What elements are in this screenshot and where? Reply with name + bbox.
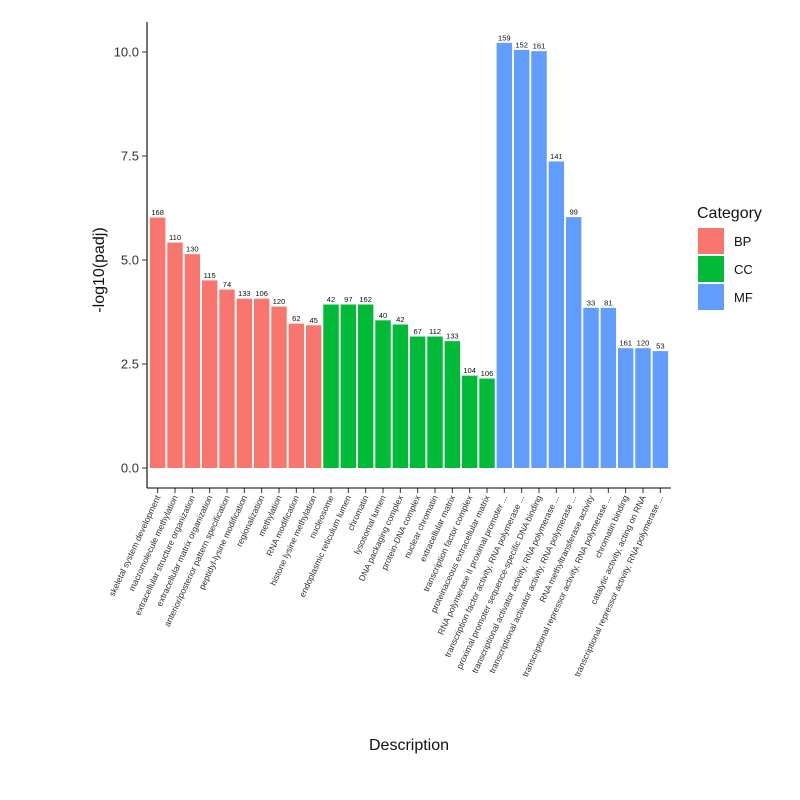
bar — [167, 242, 183, 468]
bar-count-label: 120 — [273, 297, 286, 306]
y-axis: 0.0 2.5 5.0 7.5 10.0 — [114, 22, 148, 488]
bar-count-label: 99 — [569, 208, 577, 217]
bar — [409, 336, 426, 468]
bar — [375, 320, 391, 468]
bar — [461, 375, 478, 468]
bar-count-label: 62 — [292, 314, 300, 323]
y-tick-label: 2.5 — [121, 357, 139, 372]
legend-swatch — [698, 256, 724, 282]
bar-count-labels: 168 110 130 115 74 133 106 120 62 45 42 97 162 40 42 67… — [151, 33, 664, 378]
legend-title: Category — [697, 205, 762, 222]
bar-count-label: 162 — [359, 295, 372, 304]
bar — [184, 254, 201, 468]
bar — [340, 304, 357, 468]
bar-count-label: 104 — [463, 366, 476, 375]
legend-label: BP — [734, 234, 751, 249]
bar-count-label: 161 — [619, 339, 632, 348]
bar-count-label: 130 — [186, 245, 199, 254]
y-axis-title: -log10(padj) — [91, 227, 108, 312]
bar — [513, 49, 530, 469]
y-tick-label: 0.0 — [121, 461, 139, 476]
x-axis: skeletal system developmentmacromolecule… — [107, 487, 671, 678]
bar — [236, 298, 253, 468]
y-tick-label: 10.0 — [114, 45, 139, 60]
bar — [548, 161, 565, 468]
bar-count-label: 152 — [515, 40, 528, 49]
bar — [444, 341, 461, 468]
legend-label: MF — [734, 290, 753, 305]
bar-count-label: 45 — [309, 316, 317, 325]
bar-count-label: 42 — [327, 295, 335, 304]
bar-count-label: 33 — [587, 298, 595, 307]
bar — [617, 348, 634, 468]
bar-count-label: 112 — [429, 327, 441, 336]
bar-count-label: 110 — [169, 233, 181, 242]
bar — [271, 306, 287, 468]
bar-count-label: 168 — [151, 208, 164, 217]
bars-layer — [149, 42, 669, 469]
bar-count-label: 106 — [255, 289, 268, 298]
bar-count-label: 74 — [223, 280, 231, 289]
bar-count-label: 161 — [533, 42, 546, 51]
x-axis-title: Description — [369, 737, 449, 754]
bar — [149, 217, 166, 468]
bar — [427, 336, 443, 468]
bar — [253, 298, 270, 468]
bar — [496, 42, 513, 468]
bar — [219, 289, 235, 468]
bar — [565, 217, 582, 468]
bar-count-label: 120 — [637, 339, 650, 348]
bar — [392, 324, 409, 468]
bar — [201, 280, 218, 468]
bar — [531, 51, 547, 469]
bar-count-label: 40 — [379, 311, 387, 320]
bar-count-label: 53 — [656, 342, 664, 351]
bar-count-label: 42 — [396, 315, 404, 324]
bar — [479, 378, 495, 468]
bar-count-label: 97 — [344, 295, 352, 304]
bar — [600, 307, 617, 468]
bar — [583, 307, 599, 468]
bar — [323, 304, 339, 468]
bar-count-label: 115 — [204, 271, 216, 280]
bar-count-label: 133 — [238, 289, 251, 298]
legend-swatch — [698, 228, 724, 254]
bar-count-label: 159 — [498, 33, 511, 42]
bar-count-label: 106 — [481, 369, 494, 378]
bar — [357, 304, 374, 468]
bar-count-label: 67 — [413, 327, 421, 336]
bar — [652, 351, 669, 468]
bar-count-label: 81 — [604, 298, 612, 307]
bar — [305, 325, 322, 468]
legend: Category BP CC MF — [697, 205, 762, 310]
bar — [635, 348, 651, 468]
y-tick-label: 7.5 — [121, 149, 139, 164]
bar-count-label: 133 — [446, 332, 459, 341]
bar-count-label: 141 — [550, 152, 563, 161]
legend-label: CC — [734, 262, 753, 277]
bar — [288, 323, 305, 468]
y-tick-label: 5.0 — [121, 253, 139, 268]
legend-swatch — [698, 284, 724, 310]
